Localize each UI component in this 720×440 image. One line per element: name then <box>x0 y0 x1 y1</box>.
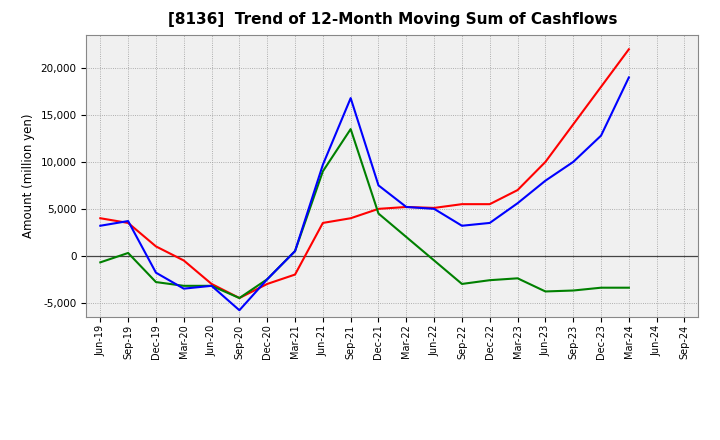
Free Cashflow <box>402 204 410 209</box>
Free Cashflow <box>235 308 243 313</box>
Investing Cashflow <box>624 285 633 290</box>
Line: Free Cashflow: Free Cashflow <box>100 77 629 310</box>
Operating Cashflow <box>124 220 132 226</box>
Investing Cashflow <box>430 258 438 263</box>
Investing Cashflow <box>124 250 132 256</box>
Free Cashflow <box>569 159 577 165</box>
Investing Cashflow <box>569 288 577 293</box>
Operating Cashflow <box>569 122 577 127</box>
Free Cashflow <box>291 249 300 254</box>
Investing Cashflow <box>207 283 216 289</box>
Operating Cashflow <box>179 258 188 263</box>
Free Cashflow <box>513 201 522 206</box>
Y-axis label: Amount (million yen): Amount (million yen) <box>22 114 35 238</box>
Investing Cashflow <box>263 277 271 282</box>
Investing Cashflow <box>458 281 467 286</box>
Operating Cashflow <box>430 205 438 211</box>
Title: [8136]  Trend of 12-Month Moving Sum of Cashflows: [8136] Trend of 12-Month Moving Sum of C… <box>168 12 617 27</box>
Investing Cashflow <box>374 211 383 216</box>
Free Cashflow <box>263 277 271 282</box>
Operating Cashflow <box>624 47 633 52</box>
Investing Cashflow <box>597 285 606 290</box>
Line: Operating Cashflow: Operating Cashflow <box>100 49 629 298</box>
Free Cashflow <box>124 218 132 224</box>
Operating Cashflow <box>458 202 467 207</box>
Line: Investing Cashflow: Investing Cashflow <box>100 129 629 298</box>
Free Cashflow <box>485 220 494 226</box>
Operating Cashflow <box>263 281 271 286</box>
Operating Cashflow <box>402 204 410 209</box>
Investing Cashflow <box>179 283 188 289</box>
Investing Cashflow <box>152 279 161 285</box>
Operating Cashflow <box>152 244 161 249</box>
Operating Cashflow <box>346 216 355 221</box>
Operating Cashflow <box>318 220 327 226</box>
Investing Cashflow <box>346 126 355 132</box>
Free Cashflow <box>374 183 383 188</box>
Free Cashflow <box>96 223 104 228</box>
Investing Cashflow <box>485 278 494 283</box>
Operating Cashflow <box>485 202 494 207</box>
Operating Cashflow <box>291 272 300 277</box>
Investing Cashflow <box>513 276 522 281</box>
Free Cashflow <box>430 206 438 212</box>
Operating Cashflow <box>541 159 550 165</box>
Free Cashflow <box>152 270 161 275</box>
Operating Cashflow <box>207 281 216 286</box>
Investing Cashflow <box>318 169 327 174</box>
Investing Cashflow <box>291 249 300 254</box>
Free Cashflow <box>597 133 606 138</box>
Operating Cashflow <box>374 206 383 212</box>
Free Cashflow <box>207 283 216 289</box>
Investing Cashflow <box>235 295 243 301</box>
Investing Cashflow <box>541 289 550 294</box>
Operating Cashflow <box>513 187 522 193</box>
Investing Cashflow <box>402 235 410 240</box>
Operating Cashflow <box>597 84 606 89</box>
Investing Cashflow <box>96 260 104 265</box>
Free Cashflow <box>346 95 355 101</box>
Operating Cashflow <box>96 216 104 221</box>
Free Cashflow <box>458 223 467 228</box>
Operating Cashflow <box>235 295 243 301</box>
Free Cashflow <box>318 162 327 167</box>
Free Cashflow <box>541 178 550 183</box>
Free Cashflow <box>624 75 633 80</box>
Free Cashflow <box>179 286 188 291</box>
